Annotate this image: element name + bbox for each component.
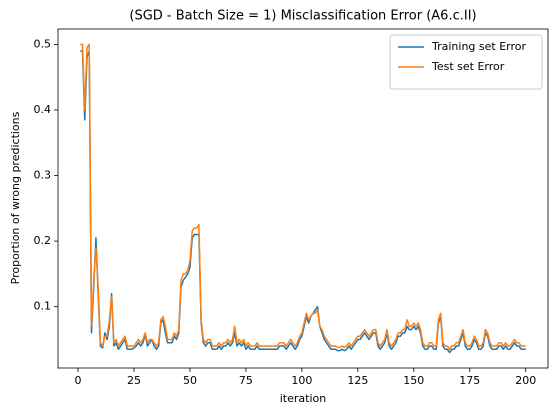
legend-label: Training set Error [431,40,526,53]
series-line [80,43,526,351]
plot-frame [57,28,549,369]
y-tick-label: 0.4 [34,103,52,116]
x-tick-label: 0 [75,374,82,387]
x-tick-label: 125 [347,374,368,387]
y-tick-label: 0.5 [34,37,52,50]
x-axis-label: iteration [280,392,326,405]
x-tick-label: 100 [291,374,312,387]
x-tick-label: 175 [459,374,480,387]
legend-label: Test set Error [431,60,505,73]
x-tick-label: 50 [183,374,197,387]
x-tick-label: 25 [127,374,141,387]
series-line [80,50,526,354]
y-tick-label: 0.3 [34,169,52,182]
chart-title: (SGD - Batch Size = 1) Misclassification… [129,9,476,24]
x-tick-label: 200 [515,374,536,387]
y-axis-label: Proportion of wrong predictions [9,111,22,284]
x-tick-label: 150 [403,374,424,387]
y-tick-label: 0.1 [34,300,52,313]
y-tick-label: 0.2 [34,234,52,247]
x-tick-label: 75 [239,374,253,387]
legend-box [389,34,543,90]
